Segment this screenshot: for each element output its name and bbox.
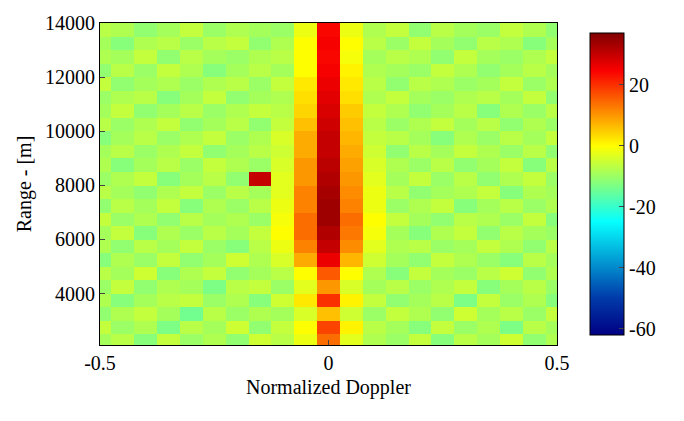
svg-text:0: 0 xyxy=(629,135,639,157)
svg-text:-0.5: -0.5 xyxy=(84,352,116,374)
svg-text:12000: 12000 xyxy=(45,66,95,88)
svg-text:20: 20 xyxy=(629,74,649,96)
svg-text:0: 0 xyxy=(324,352,334,374)
svg-text:4000: 4000 xyxy=(55,283,95,305)
svg-text:6000: 6000 xyxy=(55,228,95,250)
svg-text:-20: -20 xyxy=(629,196,656,218)
svg-text:Normalized Doppler: Normalized Doppler xyxy=(246,376,411,399)
svg-text:8000: 8000 xyxy=(55,174,95,196)
svg-text:0.5: 0.5 xyxy=(545,352,570,374)
svg-text:-60: -60 xyxy=(629,318,656,340)
svg-text:Range - [m]: Range - [m] xyxy=(13,136,36,233)
svg-text:-40: -40 xyxy=(629,257,656,279)
svg-text:14000: 14000 xyxy=(45,12,95,34)
svg-text:10000: 10000 xyxy=(45,120,95,142)
